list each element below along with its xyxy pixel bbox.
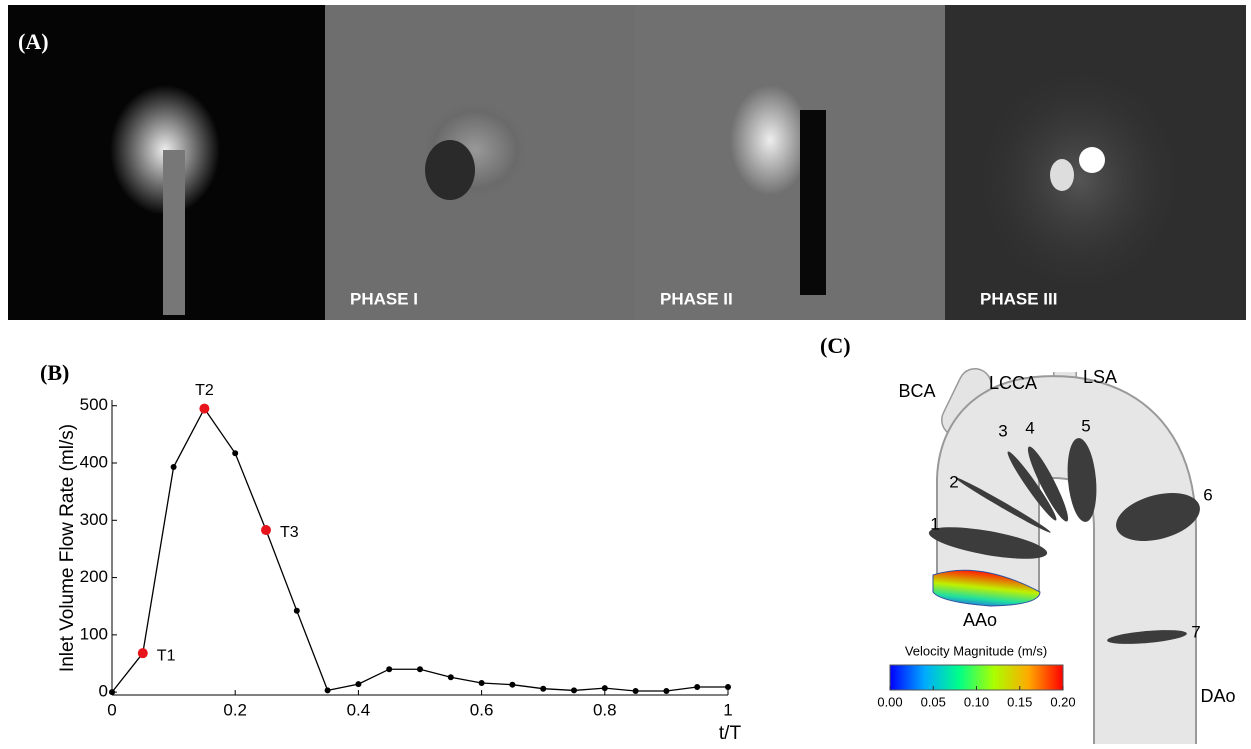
highlight-point bbox=[199, 403, 210, 414]
data-point bbox=[417, 666, 423, 673]
x-axis-label: t/T bbox=[719, 723, 742, 744]
data-point bbox=[509, 681, 516, 688]
data-point bbox=[170, 464, 177, 471]
annotation: T1 bbox=[157, 647, 176, 664]
panel-label: (B) bbox=[40, 360, 69, 385]
data-point bbox=[694, 683, 701, 690]
vessel-label: DAo bbox=[1200, 686, 1235, 706]
data-point bbox=[386, 666, 393, 673]
vessel-label: BCA bbox=[898, 381, 935, 401]
data-point bbox=[109, 689, 115, 696]
data-point bbox=[632, 687, 639, 694]
y-tick-label: 100 bbox=[80, 624, 108, 643]
data-point bbox=[478, 679, 485, 686]
annotation: T3 bbox=[280, 524, 299, 541]
y-tick-label: 300 bbox=[80, 510, 108, 529]
image-caption: PHASE II bbox=[660, 289, 733, 308]
colorbar-tick-label: 0.20 bbox=[1050, 694, 1075, 709]
x-tick-label: 0.4 bbox=[347, 700, 371, 719]
plane-label: 3 bbox=[998, 421, 1007, 440]
y-tick-label: 200 bbox=[80, 567, 108, 586]
colorbar-tick-label: 0.15 bbox=[1007, 694, 1032, 709]
colorbar-tick-label: 0.10 bbox=[964, 694, 989, 709]
vessel-blob bbox=[425, 140, 475, 200]
data-point bbox=[447, 674, 454, 681]
vessel-blob bbox=[1050, 159, 1074, 191]
plane-label: 5 bbox=[1081, 416, 1090, 435]
image-caption: PHASE I bbox=[350, 289, 418, 308]
data-point bbox=[540, 685, 547, 692]
vessel-label: LSA bbox=[1083, 367, 1117, 387]
flow-line bbox=[111, 407, 728, 693]
x-tick-label: 0.6 bbox=[470, 700, 494, 719]
data-point bbox=[324, 687, 331, 694]
data-point bbox=[232, 450, 239, 457]
vessel-blob bbox=[730, 85, 810, 195]
data-point bbox=[601, 685, 608, 692]
vessel-blob bbox=[163, 150, 185, 315]
image-caption: PHASE III bbox=[980, 289, 1057, 308]
y-tick-label: 500 bbox=[80, 395, 108, 414]
colorbar bbox=[889, 664, 1064, 691]
y-tick-label: 400 bbox=[80, 452, 108, 471]
highlight-point bbox=[261, 525, 271, 536]
aorta-model bbox=[928, 368, 1200, 749]
colorbar-title: Velocity Magnitude (m/s) bbox=[905, 643, 1047, 658]
data-point bbox=[293, 607, 300, 614]
highlight-point bbox=[137, 648, 148, 659]
colorbar-tick-label: 0.00 bbox=[877, 694, 902, 709]
vessel-blob bbox=[970, 60, 1190, 300]
x-tick-label: 0.8 bbox=[593, 700, 617, 719]
data-point bbox=[355, 681, 362, 688]
plane-label: 2 bbox=[949, 472, 958, 491]
plane-label: 6 bbox=[1203, 485, 1212, 504]
plane-label: 7 bbox=[1191, 622, 1200, 641]
vessel-label: LCCA bbox=[989, 373, 1037, 393]
mri-images bbox=[8, 5, 1246, 320]
y-tick-label: 0 bbox=[99, 682, 108, 701]
annotation: T2 bbox=[195, 382, 214, 399]
panel-label: (A) bbox=[18, 29, 49, 54]
colorbar-tick-label: 0.05 bbox=[921, 694, 946, 709]
x-tick-label: 0 bbox=[107, 700, 116, 719]
vessel-blob bbox=[800, 110, 826, 295]
panel-label: (C) bbox=[820, 333, 851, 358]
x-tick-label: 0.2 bbox=[223, 700, 247, 719]
y-axis-label: Inlet Volume Flow Rate (ml/s) bbox=[57, 424, 78, 672]
x-tick-label: 1 bbox=[723, 700, 732, 719]
plane-label: 4 bbox=[1025, 418, 1034, 437]
data-point bbox=[571, 687, 577, 694]
vessel-blob bbox=[1079, 147, 1105, 173]
data-point bbox=[663, 687, 670, 694]
plane-label: 1 bbox=[930, 514, 939, 533]
vessel-label: AAo bbox=[963, 610, 997, 630]
data-point bbox=[725, 683, 731, 690]
